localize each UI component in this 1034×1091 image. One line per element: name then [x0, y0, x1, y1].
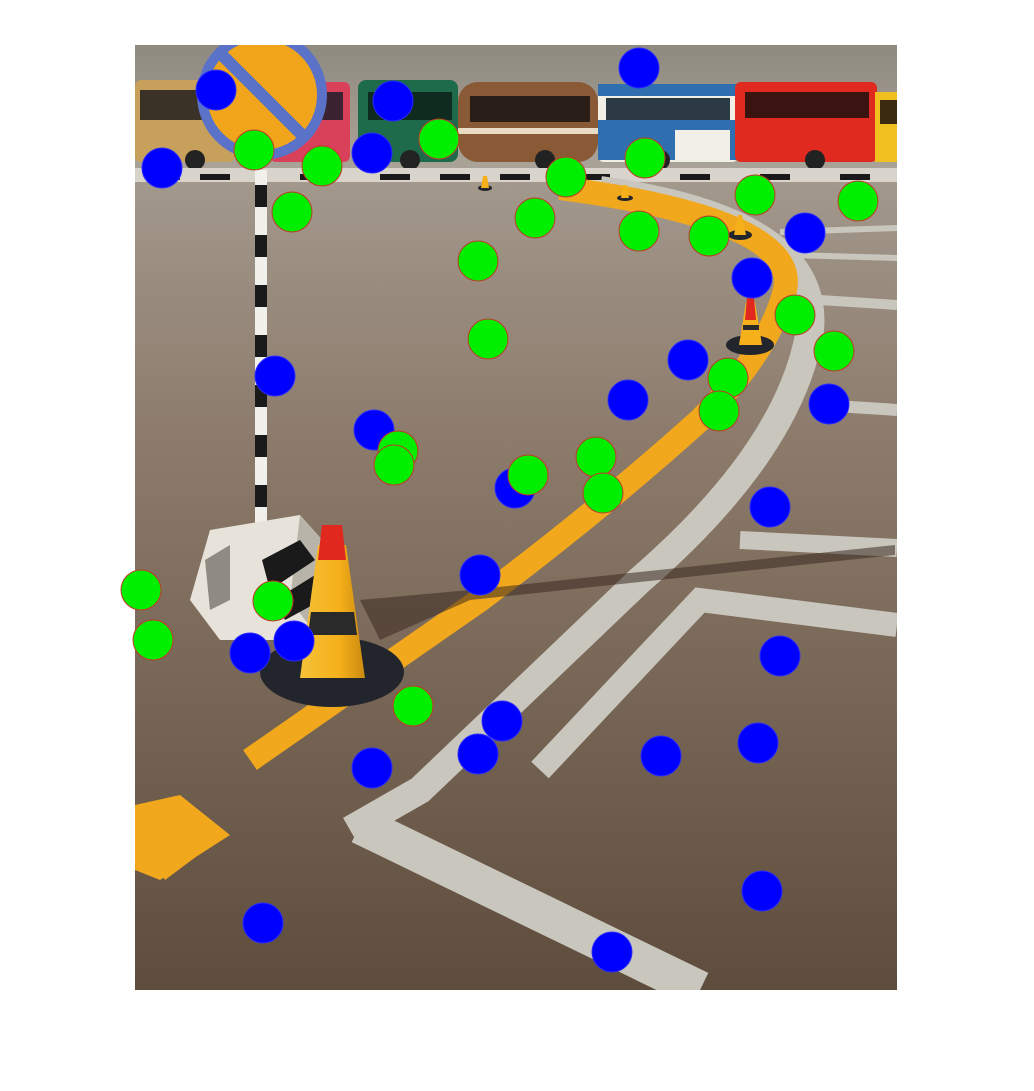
sign-post	[255, 170, 267, 530]
green-marker	[618, 210, 660, 252]
green-markers	[120, 118, 879, 727]
green-marker	[514, 197, 556, 239]
blue-marker	[591, 931, 633, 973]
blue-marker	[667, 339, 709, 381]
blue-marker	[640, 735, 682, 777]
green-marker	[837, 180, 879, 222]
blue-white-bus	[598, 84, 738, 170]
blue-marker	[737, 722, 779, 764]
green-marker	[252, 580, 294, 622]
green-marker	[582, 472, 624, 514]
green-marker	[774, 294, 816, 336]
blue-marker	[459, 554, 501, 596]
green-marker	[467, 318, 509, 360]
green-marker	[507, 454, 549, 496]
blue-marker	[229, 632, 271, 674]
red-bus	[735, 82, 877, 170]
blue-marker	[351, 747, 393, 789]
green-marker	[392, 685, 434, 727]
blue-marker	[741, 870, 783, 912]
green-marker	[688, 215, 730, 257]
yellow-bus	[875, 92, 897, 162]
green-marker	[698, 390, 740, 432]
green-marker	[575, 436, 617, 478]
green-marker	[120, 569, 162, 611]
green-marker	[813, 330, 855, 372]
blue-marker	[273, 620, 315, 662]
traffic-cone-distant	[478, 176, 752, 240]
traffic-cone-small	[726, 298, 774, 355]
green-marker	[545, 156, 587, 198]
blue-marker	[242, 902, 284, 944]
cone-shadow	[360, 545, 895, 640]
blue-marker	[372, 80, 414, 122]
painting	[135, 45, 897, 990]
blue-markers	[141, 47, 850, 973]
green-marker	[418, 118, 460, 160]
green-marker	[624, 137, 666, 179]
blue-marker	[351, 132, 393, 174]
green-marker	[373, 444, 415, 486]
green-marker	[301, 145, 343, 187]
blue-marker	[618, 47, 660, 89]
blue-marker	[749, 486, 791, 528]
blue-marker	[784, 212, 826, 254]
blue-marker	[607, 379, 649, 421]
blue-marker	[254, 355, 296, 397]
blue-marker	[808, 383, 850, 425]
blue-marker	[195, 69, 237, 111]
green-marker	[233, 129, 275, 171]
brown-bus	[458, 82, 598, 170]
traffic-cone-large	[260, 525, 404, 707]
green-marker	[734, 174, 776, 216]
blue-marker	[457, 733, 499, 775]
blue-marker	[481, 700, 523, 742]
green-marker	[457, 240, 499, 282]
blue-marker	[141, 147, 183, 189]
green-marker	[271, 191, 313, 233]
blue-marker	[731, 257, 773, 299]
yellow-patch	[135, 795, 230, 880]
blue-marker	[759, 635, 801, 677]
green-marker	[132, 619, 174, 661]
